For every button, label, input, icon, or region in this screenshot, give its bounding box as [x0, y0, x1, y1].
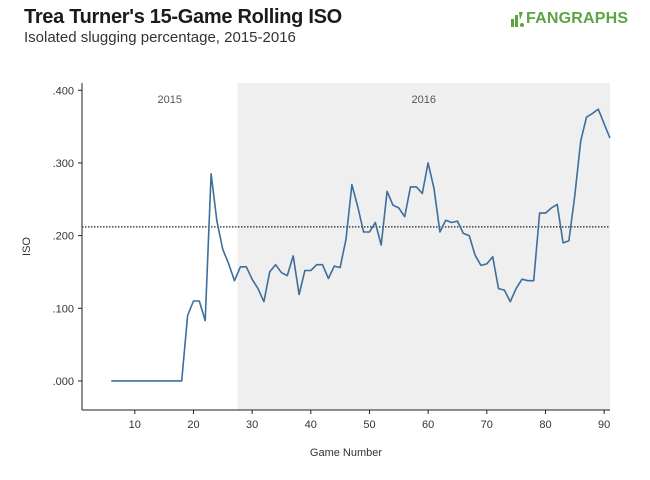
fangraphs-logo: FANGRAPHS [510, 10, 628, 28]
y-tick-label: .300 [53, 158, 74, 170]
chart-subtitle: Isolated slugging percentage, 2015-2016 [24, 29, 296, 46]
x-tick-label: 30 [246, 419, 258, 431]
x-tick-label: 60 [422, 419, 434, 431]
x-tick-label: 20 [187, 419, 199, 431]
x-tick-label: 50 [363, 419, 375, 431]
y-axis-ticks: .000 .100 .200 .300 .400 [53, 85, 82, 388]
x-tick-label: 70 [481, 419, 493, 431]
region-label-2016: 2016 [411, 94, 435, 106]
fangraphs-logo-icon [511, 12, 524, 27]
x-axis-ticks: 10 20 30 40 50 60 70 80 90 [129, 410, 610, 431]
region-2016-shading [237, 83, 610, 410]
y-tick-label: .000 [53, 376, 74, 388]
chart-title: Trea Turner's 15-Game Rolling ISO [24, 6, 342, 28]
y-tick-label: .400 [53, 85, 74, 97]
y-tick-label: .100 [53, 303, 74, 315]
region-label-2015: 2015 [157, 94, 181, 106]
x-axis-title: Game Number [310, 447, 382, 459]
y-axis-title: ISO [21, 237, 33, 256]
x-tick-label: 90 [598, 419, 610, 431]
x-tick-label: 10 [129, 419, 141, 431]
x-tick-label: 80 [539, 419, 551, 431]
x-tick-label: 40 [305, 419, 317, 431]
iso-rolling-line [111, 108, 611, 382]
fangraphs-logo-text: FANGRAPHS [526, 10, 629, 27]
y-tick-label: .200 [53, 231, 74, 243]
